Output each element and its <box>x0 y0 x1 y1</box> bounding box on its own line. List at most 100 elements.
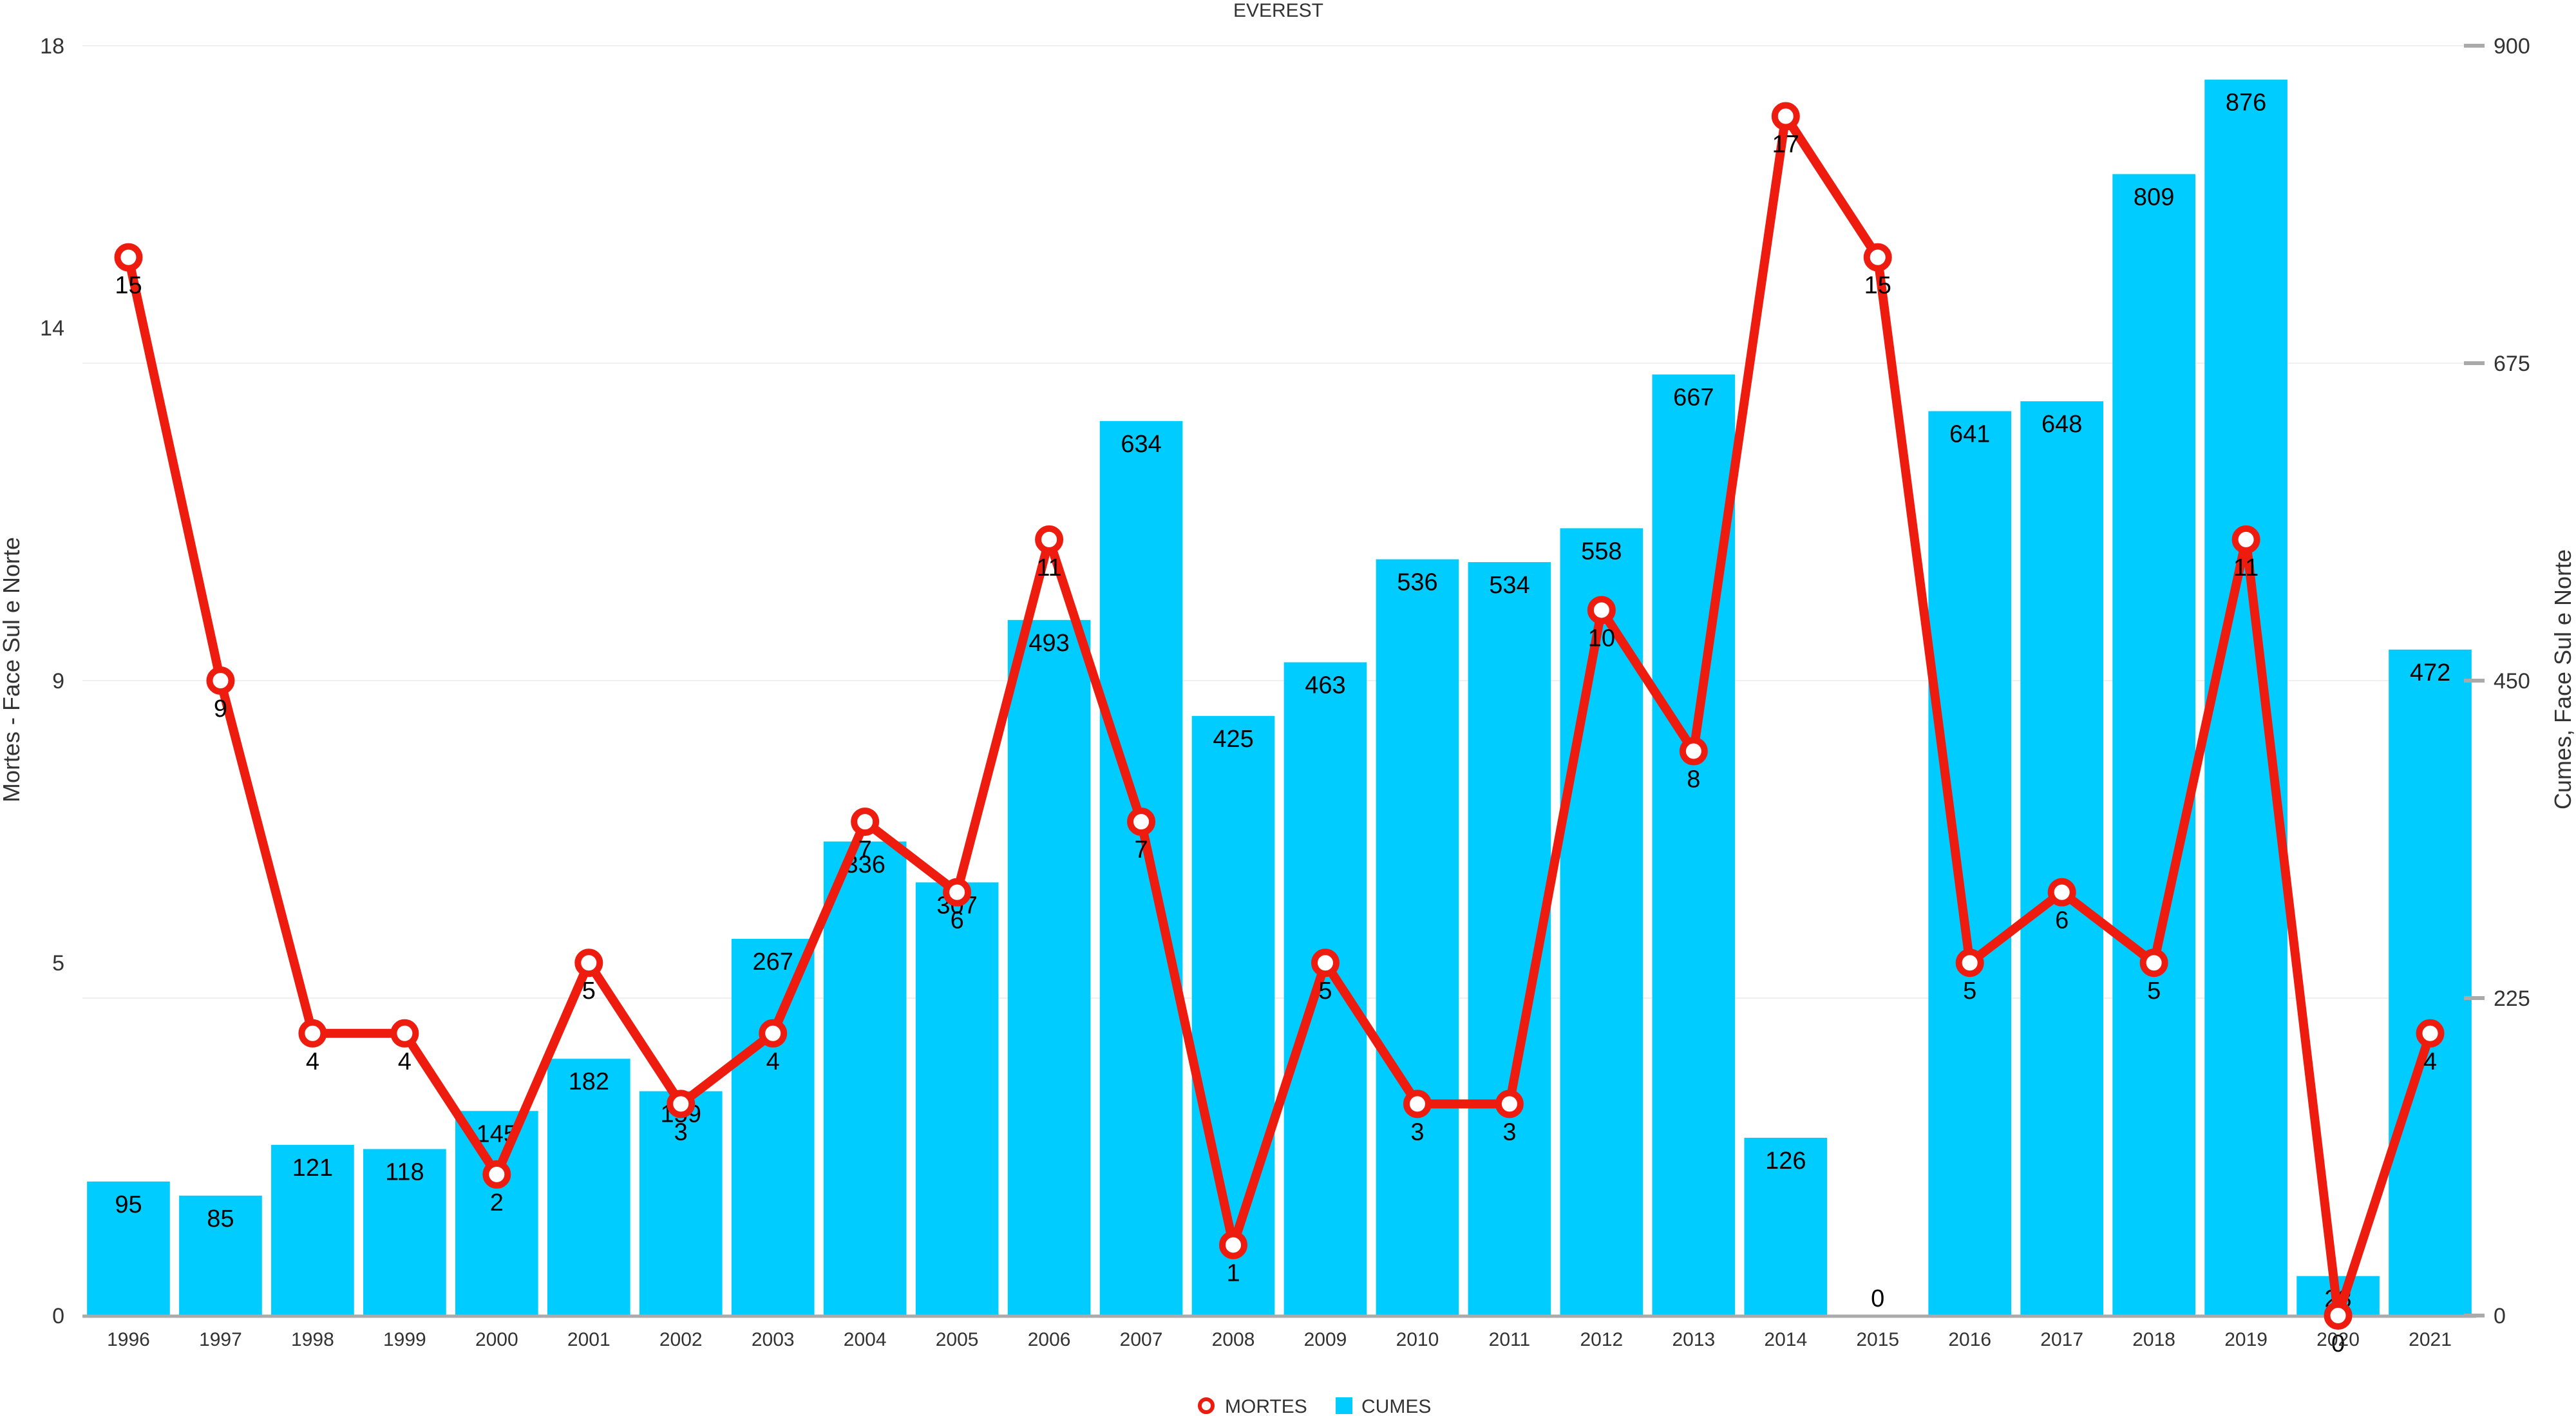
bar-label-1996: 95 <box>115 1191 142 1218</box>
line-series-mortes <box>114 102 2445 1330</box>
y-axis-right-title: Cumes, Face Sul e Norte <box>2550 549 2576 809</box>
legend-label-mortes: MORTES <box>1225 1396 1307 1416</box>
x-tick-1999: 1999 <box>383 1329 426 1350</box>
mortes-point-2007 <box>1127 807 1156 836</box>
x-tick-2005: 2005 <box>936 1329 979 1350</box>
bar-2004 <box>823 841 907 1316</box>
legend-marker-cumes <box>1336 1397 1352 1414</box>
bar-2006 <box>1007 619 1091 1316</box>
bar-2002 <box>639 1091 723 1316</box>
mortes-point-2005 <box>943 878 972 907</box>
mortes-point-2010 <box>1403 1090 1432 1119</box>
mortes-label-2015: 15 <box>1864 272 1891 299</box>
x-tick-2020: 2020 <box>2316 1329 2360 1350</box>
left-tick-14: 14 <box>40 316 64 341</box>
x-tick-2017: 2017 <box>2040 1329 2083 1350</box>
mortes-label-2020: 0 <box>2331 1330 2345 1357</box>
bar-label-2016: 641 <box>1949 420 1990 448</box>
bar-2014 <box>1744 1137 1828 1316</box>
mortes-label-2007: 7 <box>1134 836 1148 864</box>
right-tick-675: 675 <box>2494 352 2530 376</box>
left-tick-18: 18 <box>40 34 64 59</box>
bar-series-cumes <box>87 79 2472 1316</box>
right-tick-450: 450 <box>2494 669 2530 694</box>
x-tick-2015: 2015 <box>1856 1329 1899 1350</box>
x-tick-2014: 2014 <box>1764 1329 1807 1350</box>
x-tick-2004: 2004 <box>844 1329 887 1350</box>
bar-2005 <box>915 882 999 1316</box>
x-axis-ticks: 1996 1997 1998 1999 2000 2001 2002 2003 2004 2005… <box>107 1329 2452 1350</box>
mortes-label-2010: 3 <box>1410 1119 1424 1146</box>
mortes-point-2015 <box>1863 243 1892 272</box>
mortes-label-2000: 2 <box>490 1189 504 1216</box>
mortes-point-2009 <box>1311 949 1340 977</box>
mortes-label-2018: 5 <box>2147 977 2161 1005</box>
bar-label-2012: 558 <box>1581 538 1622 565</box>
bar-label-2006: 493 <box>1028 630 1069 657</box>
mortes-point-2020 <box>2324 1301 2353 1330</box>
x-tick-2012: 2012 <box>1580 1329 1623 1350</box>
mortes-label-1996: 15 <box>115 272 142 299</box>
mortes-point-2014 <box>1771 102 1800 131</box>
mortes-point-2017 <box>2047 878 2076 907</box>
bar-2018 <box>2112 174 2195 1316</box>
bar-2016 <box>1928 411 2012 1316</box>
bar-label-2001: 182 <box>569 1068 609 1095</box>
bar-label-1997: 85 <box>207 1205 234 1232</box>
bar-2013 <box>1652 374 1736 1316</box>
left-tick-5: 5 <box>52 951 64 976</box>
bar-label-2021: 472 <box>2410 659 2450 686</box>
x-tick-2011: 2011 <box>1489 1329 1531 1350</box>
bar-2001 <box>547 1059 630 1316</box>
x-tick-1996: 1996 <box>107 1329 150 1350</box>
legend-item-cumes[interactable]: CUMES <box>1336 1396 1431 1416</box>
legend-marker-mortes <box>1198 1397 1215 1414</box>
mortes-label-1997: 9 <box>214 695 227 722</box>
bar-2008 <box>1191 715 1275 1316</box>
mortes-label-2008: 1 <box>1226 1260 1240 1287</box>
mortes-label-2011: 3 <box>1502 1119 1516 1146</box>
mortes-label-2004: 7 <box>858 836 872 864</box>
legend-item-mortes[interactable]: MORTES <box>1198 1396 1307 1416</box>
x-tick-1998: 1998 <box>291 1329 334 1350</box>
bar-1999 <box>363 1149 446 1316</box>
x-tick-2013: 2013 <box>1672 1329 1715 1350</box>
mortes-label-2016: 5 <box>1963 977 1976 1005</box>
bar-2009 <box>1283 662 1367 1316</box>
mortes-label-2009: 5 <box>1318 977 1332 1005</box>
bar-1996 <box>87 1181 170 1316</box>
mortes-label-2017: 6 <box>2055 907 2069 934</box>
bar-label-2015: 0 <box>1871 1285 1884 1312</box>
mortes-point-1996 <box>114 243 143 272</box>
bar-label-1998: 121 <box>292 1155 333 1182</box>
bar-label-2008: 425 <box>1213 726 1253 753</box>
bar-1997 <box>179 1195 262 1316</box>
x-tick-2001: 2001 <box>567 1329 611 1350</box>
mortes-point-1999 <box>390 1019 419 1048</box>
mortes-point-2002 <box>667 1090 696 1119</box>
bar-2000 <box>455 1111 538 1316</box>
chart-title: EVEREST <box>1233 0 1323 21</box>
x-tick-2019: 2019 <box>2224 1329 2268 1350</box>
x-tick-2021: 2021 <box>2409 1329 2452 1350</box>
mortes-label-2002: 3 <box>674 1119 688 1146</box>
mortes-point-2011 <box>1495 1090 1524 1119</box>
x-tick-2008: 2008 <box>1212 1329 1255 1350</box>
mortes-label-1999: 4 <box>398 1048 412 1075</box>
mortes-label-2006: 11 <box>1036 554 1061 581</box>
mortes-label-2001: 5 <box>582 977 596 1005</box>
mortes-point-2006 <box>1035 525 1064 554</box>
x-tick-2016: 2016 <box>1948 1329 1991 1350</box>
legend-label-cumes: CUMES <box>1361 1396 1431 1416</box>
x-tick-2010: 2010 <box>1396 1329 1439 1350</box>
x-tick-2009: 2009 <box>1304 1329 1347 1350</box>
x-tick-1997: 1997 <box>199 1329 242 1350</box>
mortes-label-2012: 10 <box>1588 625 1615 652</box>
bar-label-1999: 118 <box>385 1158 424 1185</box>
mortes-point-2008 <box>1219 1231 1248 1260</box>
x-tick-2018: 2018 <box>2132 1329 2175 1350</box>
bar-label-2014: 126 <box>1765 1147 1806 1175</box>
mortes-point-1998 <box>298 1019 327 1048</box>
right-axis-ticks: 0 225 450 675 900 <box>2464 34 2530 1328</box>
